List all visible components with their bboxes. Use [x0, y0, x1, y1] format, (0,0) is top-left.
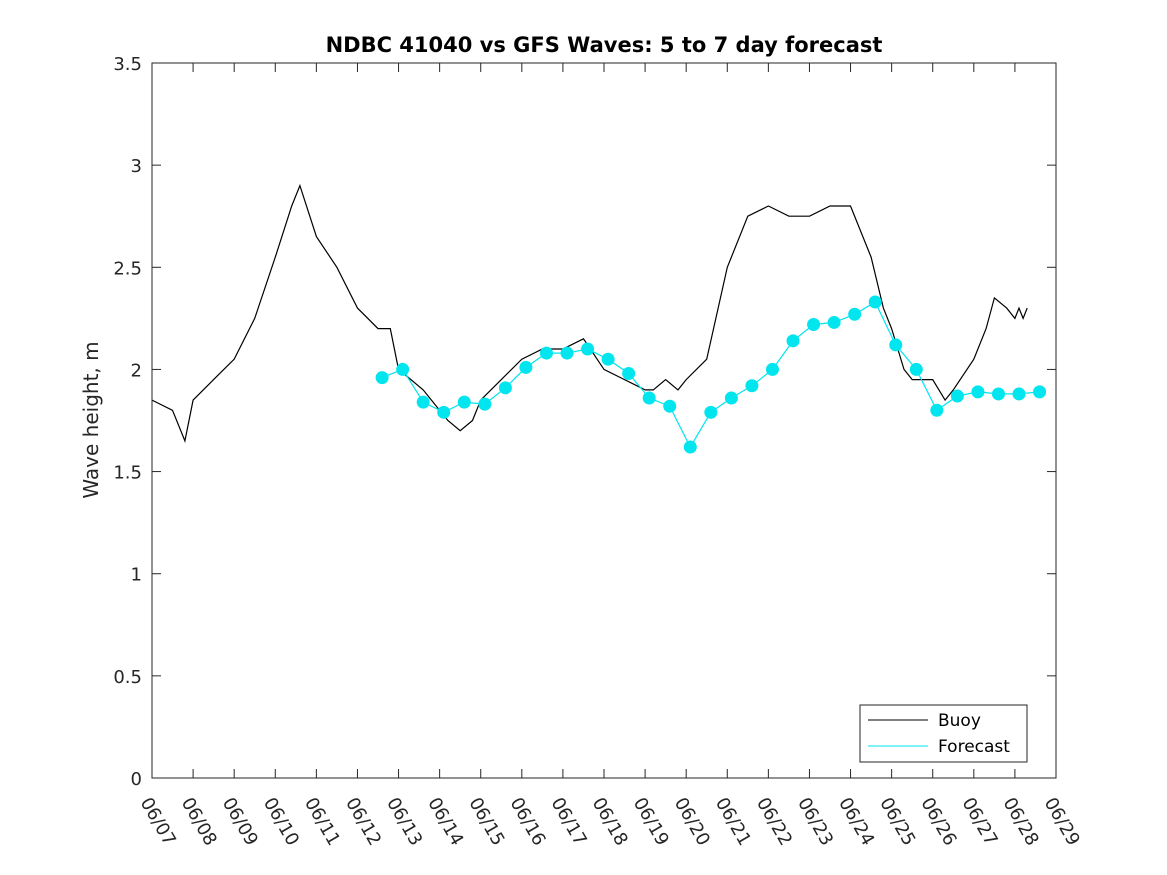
- y-tick-label: 1: [131, 565, 142, 586]
- x-tick-label: 06/17: [547, 794, 591, 849]
- series-line-buoy: [151, 183, 1028, 443]
- forecast-point: [745, 379, 759, 393]
- forecast-point: [909, 362, 923, 376]
- y-tick-label: 3: [131, 156, 142, 177]
- x-tick-label: 06/23: [793, 794, 837, 849]
- plot-frame: [151, 62, 1057, 779]
- y-tick-label: 3.5: [113, 54, 142, 75]
- series-line-forecast: [381, 301, 1040, 449]
- forecast-point: [868, 295, 882, 309]
- forecast-point: [437, 405, 451, 419]
- x-tick-label: 06/16: [505, 794, 549, 849]
- x-tick-label: 06/28: [999, 794, 1043, 849]
- forecast-points: [375, 295, 1047, 454]
- forecast-point: [498, 381, 512, 395]
- y-tick-label: 0.5: [113, 667, 142, 688]
- forecast-point: [848, 307, 862, 321]
- x-tick-label: 06/26: [916, 794, 960, 849]
- y-tick-label: 2: [131, 360, 142, 381]
- forecast-point: [704, 405, 718, 419]
- legend-label-buoy: Buoy: [938, 711, 981, 731]
- forecast-point: [971, 385, 985, 399]
- forecast-point: [375, 371, 389, 385]
- legend: Buoy Forecast: [859, 704, 1028, 763]
- forecast-point: [1033, 385, 1047, 399]
- legend-label-forecast: Forecast: [938, 737, 1010, 757]
- x-tick-label: 06/27: [957, 794, 1001, 849]
- forecast-point: [663, 399, 677, 413]
- x-tick-label: 06/24: [834, 794, 878, 849]
- x-tick-label: 06/18: [588, 794, 632, 849]
- x-tick-label: 06/10: [259, 794, 303, 849]
- x-tick-label: 06/15: [464, 794, 508, 849]
- y-tick-label: 0: [131, 769, 142, 790]
- forecast-point: [539, 346, 553, 360]
- forecast-point: [622, 367, 636, 381]
- forecast-point: [991, 387, 1005, 401]
- x-tick-label: 06/13: [382, 794, 426, 849]
- forecast-point: [601, 352, 615, 366]
- x-tick-label: 06/07: [136, 794, 180, 849]
- y-tick-label: 2.5: [113, 258, 142, 279]
- x-tick-label: 06/19: [629, 794, 673, 849]
- x-tick-label: 06/20: [670, 794, 714, 849]
- forecast-point: [519, 360, 533, 374]
- chart-title: NDBC 41040 vs GFS Waves: 5 to 7 day fore…: [326, 33, 883, 57]
- legend-box: [859, 704, 1028, 763]
- forecast-point: [478, 397, 492, 411]
- x-tick-label: 06/22: [752, 794, 796, 849]
- forecast-point: [560, 346, 574, 360]
- forecast-point: [642, 391, 656, 405]
- forecast-point: [827, 315, 841, 329]
- forecast-point: [807, 317, 821, 331]
- x-tick-label: 06/25: [875, 794, 919, 849]
- series-lines: [151, 183, 1040, 449]
- forecast-point: [457, 395, 471, 409]
- x-tick-label: 06/11: [300, 794, 344, 849]
- forecast-point: [396, 362, 410, 376]
- forecast-point: [724, 391, 738, 405]
- x-tick-label: 06/08: [177, 794, 221, 849]
- y-tick-label: 1.5: [113, 463, 142, 484]
- forecast-point: [1012, 387, 1026, 401]
- x-tick-label: 06/12: [341, 794, 385, 849]
- forecast-point: [930, 403, 944, 417]
- forecast-point: [950, 389, 964, 403]
- forecast-point: [765, 362, 779, 376]
- x-tick-label: 06/09: [218, 794, 262, 849]
- y-axis-label: Wave height, m: [79, 341, 103, 498]
- forecast-point: [786, 334, 800, 348]
- forecast-point: [416, 395, 430, 409]
- x-tick-label: 06/14: [423, 794, 467, 849]
- x-tick-label: 06/21: [711, 794, 755, 849]
- forecast-point: [889, 338, 903, 352]
- forecast-point: [683, 440, 697, 454]
- y-axis: 0 0.5 1 1.5 2 2.5 3 3.5: [113, 54, 1056, 790]
- forecast-point: [581, 342, 595, 356]
- x-tick-label: 06/29: [1040, 794, 1084, 849]
